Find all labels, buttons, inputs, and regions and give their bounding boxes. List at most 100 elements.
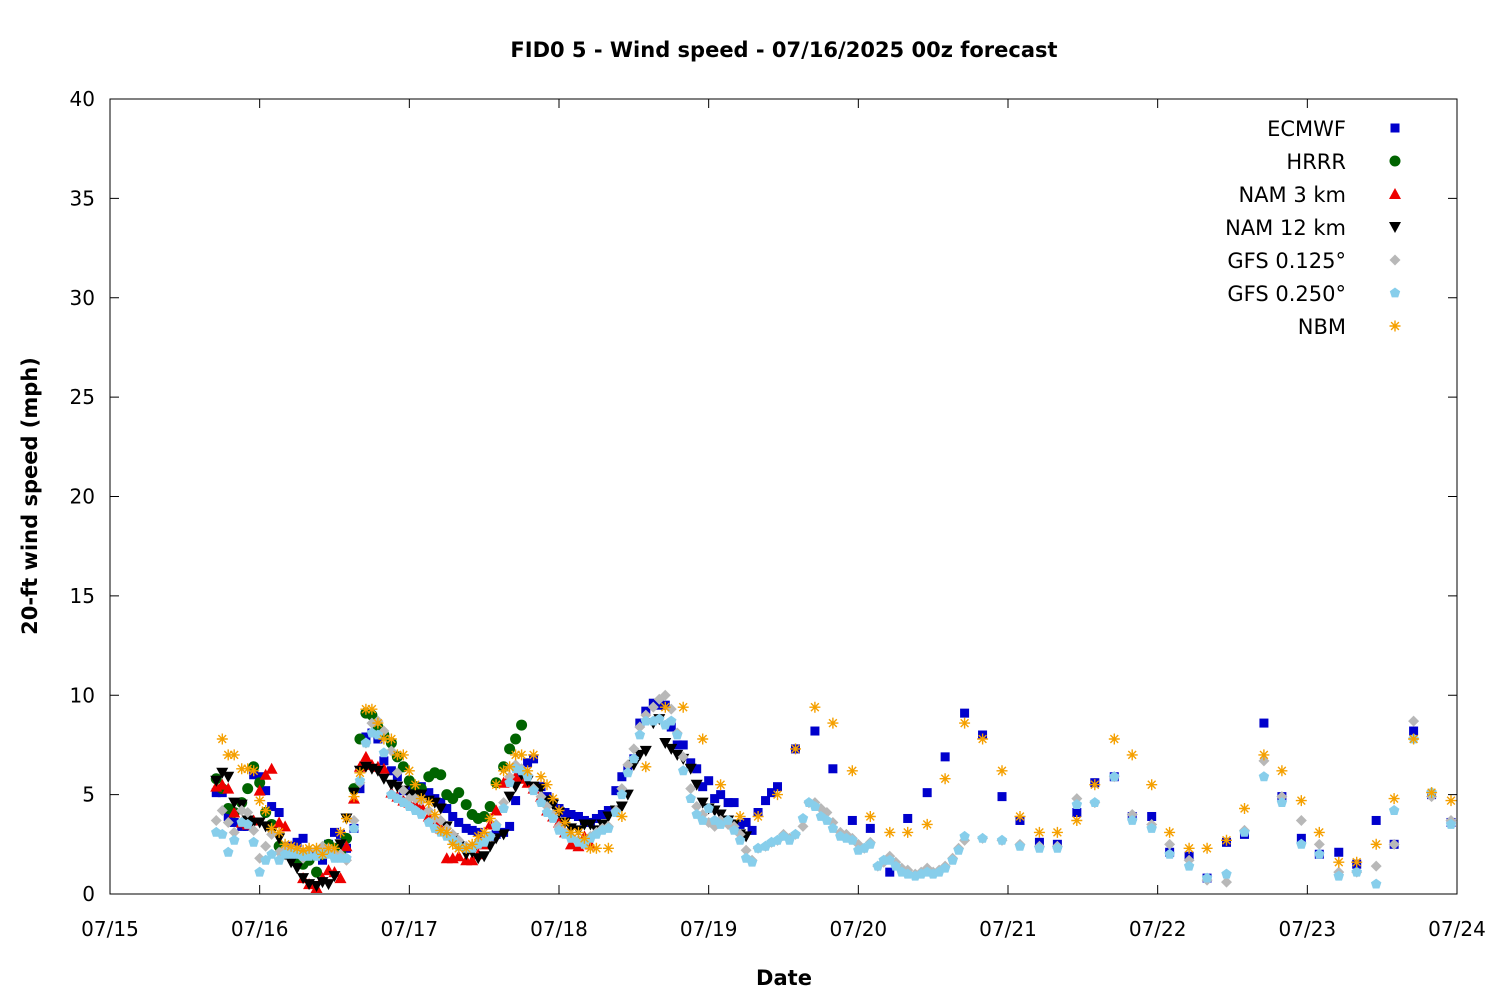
data-point-ecmwf bbox=[566, 810, 576, 819]
data-point-nam-3-km bbox=[334, 872, 347, 884]
data-point-nbm bbox=[311, 842, 322, 854]
data-point-ecmwf bbox=[229, 817, 239, 827]
data-point-ecmwf bbox=[729, 798, 739, 808]
x-tick-label: 07/24 bbox=[1428, 917, 1486, 941]
data-point-gfs-0-250 bbox=[1370, 878, 1382, 889]
data-point-nbm bbox=[242, 763, 254, 775]
data-point-gfs-0-250 bbox=[248, 836, 259, 847]
data-point-nbm bbox=[1295, 795, 1307, 807]
data-point-gfs-0-250 bbox=[865, 838, 876, 849]
data-point-nbm bbox=[423, 797, 435, 809]
data-point-gfs-0-125 bbox=[1370, 860, 1382, 872]
data-point-ecmwf bbox=[603, 806, 613, 816]
data-point-nam-3-km bbox=[216, 778, 229, 790]
data-point-gfs-0-250 bbox=[728, 824, 740, 835]
data-point-gfs-0-125 bbox=[797, 820, 809, 832]
data-point-ecmwf bbox=[292, 837, 302, 847]
data-point-hrrr bbox=[242, 783, 254, 795]
legend-label-nam-12-km: NAM 12 km bbox=[1225, 216, 1346, 240]
data-point-gfs-0-250 bbox=[242, 818, 253, 829]
data-point-gfs-0-250 bbox=[996, 834, 1008, 845]
data-point-ecmwf bbox=[997, 792, 1007, 802]
data-point-nbm bbox=[498, 765, 510, 777]
data-point-gfs-0-250 bbox=[1071, 799, 1083, 809]
data-point-nbm bbox=[360, 703, 372, 715]
data-point-nam-12-km bbox=[297, 873, 310, 885]
legend-marker-nam-12-km bbox=[1389, 222, 1401, 233]
data-point-ecmwf bbox=[442, 804, 452, 814]
data-point-gfs-0-250 bbox=[634, 729, 646, 740]
data-point-nbm bbox=[348, 791, 360, 803]
data-point-gfs-0-250 bbox=[372, 729, 384, 740]
x-tick-label: 07/19 bbox=[680, 917, 738, 941]
data-point-gfs-0-250 bbox=[217, 828, 228, 839]
data-point-ecmwf bbox=[761, 796, 771, 806]
data-point-ecmwf bbox=[1409, 726, 1419, 736]
data-point-nbm bbox=[616, 811, 628, 822]
legend-marker-nam-3-km bbox=[1389, 188, 1401, 199]
data-point-ecmwf bbox=[723, 798, 733, 808]
data-point-ecmwf bbox=[617, 772, 627, 782]
y-tick-label: 0 bbox=[82, 882, 95, 906]
data-point-gfs-0-250 bbox=[947, 854, 958, 865]
data-point-ecmwf bbox=[666, 722, 676, 732]
data-point-nbm bbox=[303, 842, 315, 854]
data-point-nam-3-km bbox=[359, 750, 372, 762]
data-point-ecmwf bbox=[704, 776, 714, 786]
data-point-ecmwf bbox=[511, 796, 521, 806]
data-point-gfs-0-125 bbox=[685, 783, 697, 795]
data-point-ecmwf bbox=[678, 740, 688, 750]
data-point-nam-12-km bbox=[259, 821, 272, 833]
data-point-gfs-0-250 bbox=[902, 868, 913, 879]
y-tick-label: 10 bbox=[70, 683, 95, 707]
data-point-hrrr bbox=[397, 761, 409, 773]
data-point-nbm bbox=[317, 848, 328, 860]
data-point-nbm bbox=[996, 765, 1008, 777]
y-axis-label: 20-ft wind speed (mph) bbox=[18, 357, 42, 635]
data-point-nbm bbox=[528, 749, 540, 761]
data-point-nbm bbox=[939, 773, 951, 785]
data-point-ecmwf bbox=[560, 808, 570, 818]
data-point-gfs-0-250 bbox=[616, 789, 628, 800]
data-point-nam-12-km bbox=[291, 863, 304, 875]
data-point-gfs-0-250 bbox=[715, 818, 726, 829]
data-point-nam-12-km bbox=[371, 765, 384, 777]
data-point-nam-12-km bbox=[633, 749, 646, 761]
legend-marker-gfs-0-250 bbox=[1389, 287, 1401, 298]
data-point-gfs-0-250 bbox=[1164, 848, 1175, 859]
legend-label-gfs-0-250: GFS 0.250° bbox=[1227, 282, 1346, 306]
data-point-nam-12-km bbox=[696, 797, 709, 809]
data-point-nbm bbox=[397, 749, 409, 761]
data-point-hrrr bbox=[254, 777, 266, 789]
data-point-ecmwf bbox=[597, 810, 607, 819]
data-point-nbm bbox=[1333, 856, 1345, 868]
data-point-gfs-0-250 bbox=[254, 866, 265, 877]
data-point-gfs-0-250 bbox=[703, 803, 714, 813]
data-point-gfs-0-125 bbox=[260, 840, 272, 852]
axes: 07/15 07/16 07/17 07/18 07/19 07/20 07/21 07/22… bbox=[70, 87, 1486, 941]
data-point-nam-3-km bbox=[466, 854, 479, 866]
data-point-ecmwf bbox=[828, 764, 838, 774]
data-point-nbm bbox=[415, 793, 427, 805]
data-point-nam-12-km bbox=[216, 767, 229, 779]
data-point-nbm bbox=[547, 793, 559, 805]
data-point-ecmwf bbox=[461, 823, 471, 833]
data-point-ecmwf bbox=[1371, 815, 1381, 825]
legend-label-gfs-0-125: GFS 0.125° bbox=[1227, 249, 1346, 273]
data-point-ecmwf bbox=[692, 764, 702, 774]
data-point-nbm bbox=[1426, 787, 1438, 799]
data-point-gfs-0-125 bbox=[1313, 838, 1325, 850]
data-point-nbm bbox=[248, 765, 260, 777]
data-point-ecmwf bbox=[223, 811, 233, 821]
data-point-gfs-0-125 bbox=[1164, 838, 1176, 850]
data-point-gfs-0-250 bbox=[1052, 842, 1063, 853]
data-point-nbm bbox=[864, 811, 876, 822]
data-point-nam-12-km bbox=[334, 839, 347, 851]
data-point-nbm bbox=[1370, 838, 1382, 850]
data-point-gfs-0-250 bbox=[223, 846, 234, 857]
data-point-nam-12-km bbox=[391, 781, 404, 793]
data-point-ecmwf bbox=[318, 855, 328, 865]
data-point-ecmwf bbox=[505, 821, 515, 831]
data-point-gfs-0-250 bbox=[797, 813, 809, 823]
legend-marker-ecmwf bbox=[1390, 123, 1400, 133]
